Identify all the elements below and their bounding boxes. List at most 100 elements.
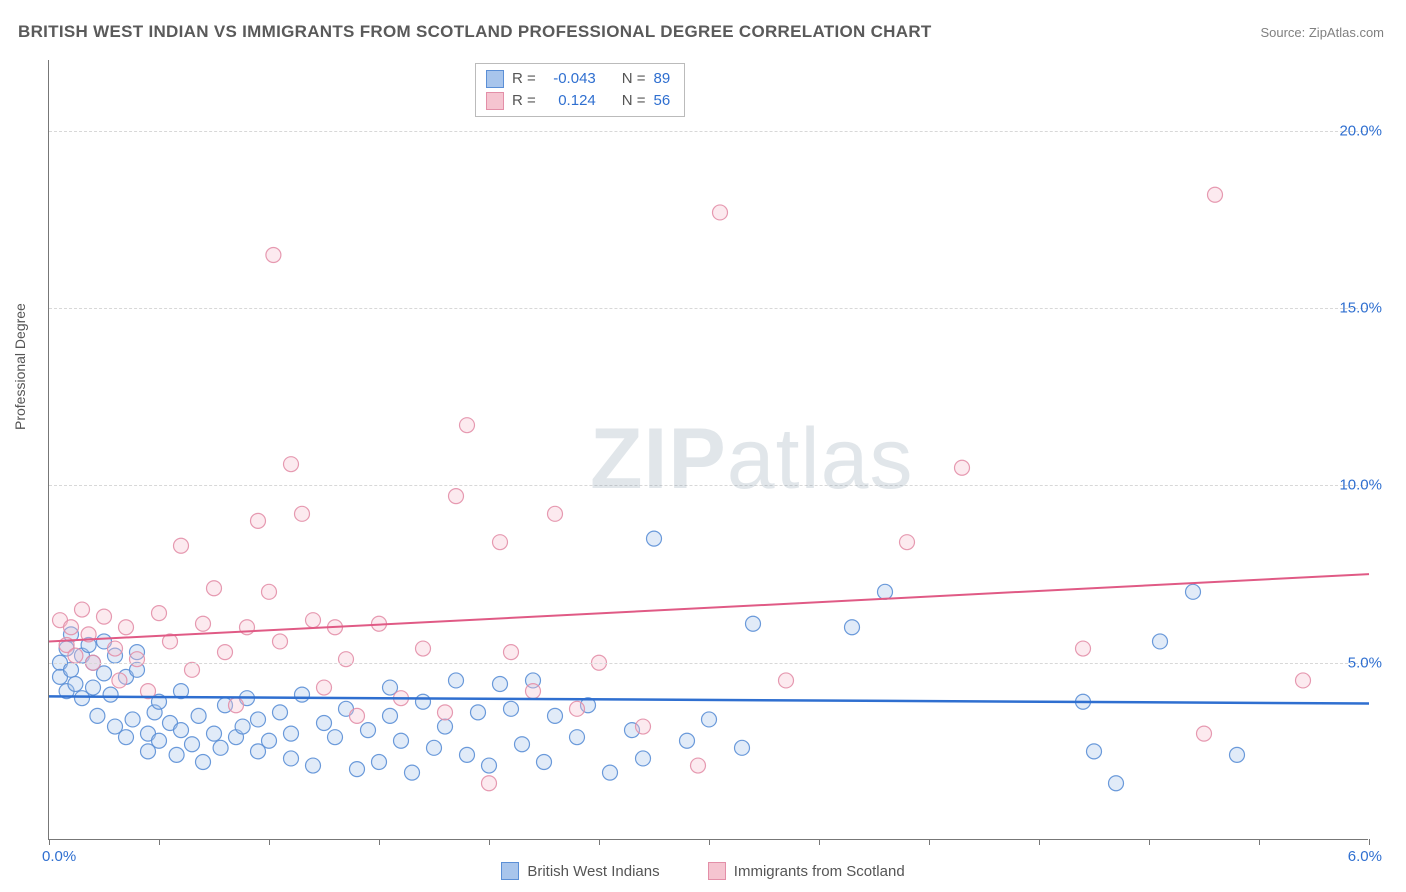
data-point [218,645,233,660]
correlation-stats-box: R = -0.043 N = 89 R = 0.124 N = 56 [475,63,685,117]
data-point [229,698,244,713]
y-tick-label: 10.0% [1339,477,1382,494]
data-point [97,609,112,624]
data-point [460,747,475,762]
data-point [449,673,464,688]
data-point [537,755,552,770]
data-point [328,730,343,745]
data-point [779,673,794,688]
x-tick [49,839,50,845]
data-point [713,205,728,220]
data-point [295,506,310,521]
x-tick-label-min: 0.0% [42,848,76,865]
legend-item-1: British West Indians [501,862,659,880]
x-tick [599,839,600,845]
data-point [185,662,200,677]
legend-label-1: British West Indians [527,863,659,880]
data-point [438,719,453,734]
data-point [548,506,563,521]
data-point [262,733,277,748]
data-point [273,705,288,720]
x-tick [1259,839,1260,845]
data-point [603,765,618,780]
data-point [152,606,167,621]
data-point [64,620,79,635]
data-point [482,758,497,773]
data-point [317,716,332,731]
data-point [317,680,332,695]
data-point [350,708,365,723]
data-point [1296,673,1311,688]
data-point [570,730,585,745]
legend-label-2: Immigrants from Scotland [734,863,905,880]
grid-line [49,663,1368,664]
data-point [482,776,497,791]
data-point [284,726,299,741]
data-point [125,712,140,727]
data-point [108,641,123,656]
data-point [207,726,222,741]
data-point [196,616,211,631]
data-point [1109,776,1124,791]
data-point [460,418,475,433]
data-point [196,755,211,770]
grid-line [49,308,1368,309]
y-tick-label: 15.0% [1339,300,1382,317]
data-point [174,723,189,738]
data-point [86,680,101,695]
x-tick [379,839,380,845]
data-point [416,641,431,656]
data-point [119,620,134,635]
r-value-series-2: 0.124 [544,90,596,112]
data-point [515,737,530,752]
data-point [416,694,431,709]
y-axis-label: Professional Degree [12,303,28,430]
data-point [1076,641,1091,656]
data-point [394,733,409,748]
data-point [339,652,354,667]
watermark: ZIPatlas [590,410,913,509]
data-point [295,687,310,702]
data-point [1208,187,1223,202]
data-point [735,740,750,755]
data-point [504,645,519,660]
trend-line [49,574,1369,641]
data-point [1087,744,1102,759]
data-point [68,677,83,692]
data-point [284,751,299,766]
data-point [284,457,299,472]
data-point [207,581,222,596]
data-point [251,712,266,727]
data-point [636,751,651,766]
data-point [103,687,118,702]
data-point [191,708,206,723]
data-point [213,740,228,755]
x-tick-label-max: 6.0% [1348,848,1382,865]
swatch-series-2 [486,92,504,110]
data-point [174,538,189,553]
data-point [350,762,365,777]
grid-line [49,131,1368,132]
data-point [119,730,134,745]
data-point [361,723,376,738]
data-point [746,616,761,631]
y-tick-label: 5.0% [1348,654,1382,671]
data-point [64,662,79,677]
legend-item-2: Immigrants from Scotland [708,862,905,880]
legend-swatch-2 [708,862,726,880]
x-tick [1369,839,1370,845]
swatch-series-1 [486,70,504,88]
x-tick [159,839,160,845]
data-point [526,684,541,699]
data-point [1230,747,1245,762]
data-point [372,755,387,770]
y-tick-label: 20.0% [1339,122,1382,139]
chart-title: BRITISH WEST INDIAN VS IMMIGRANTS FROM S… [18,22,932,42]
r-label: R = [512,90,536,112]
data-point [152,733,167,748]
data-point [90,708,105,723]
data-point [306,758,321,773]
x-tick [269,839,270,845]
data-point [169,747,184,762]
x-tick [1039,839,1040,845]
